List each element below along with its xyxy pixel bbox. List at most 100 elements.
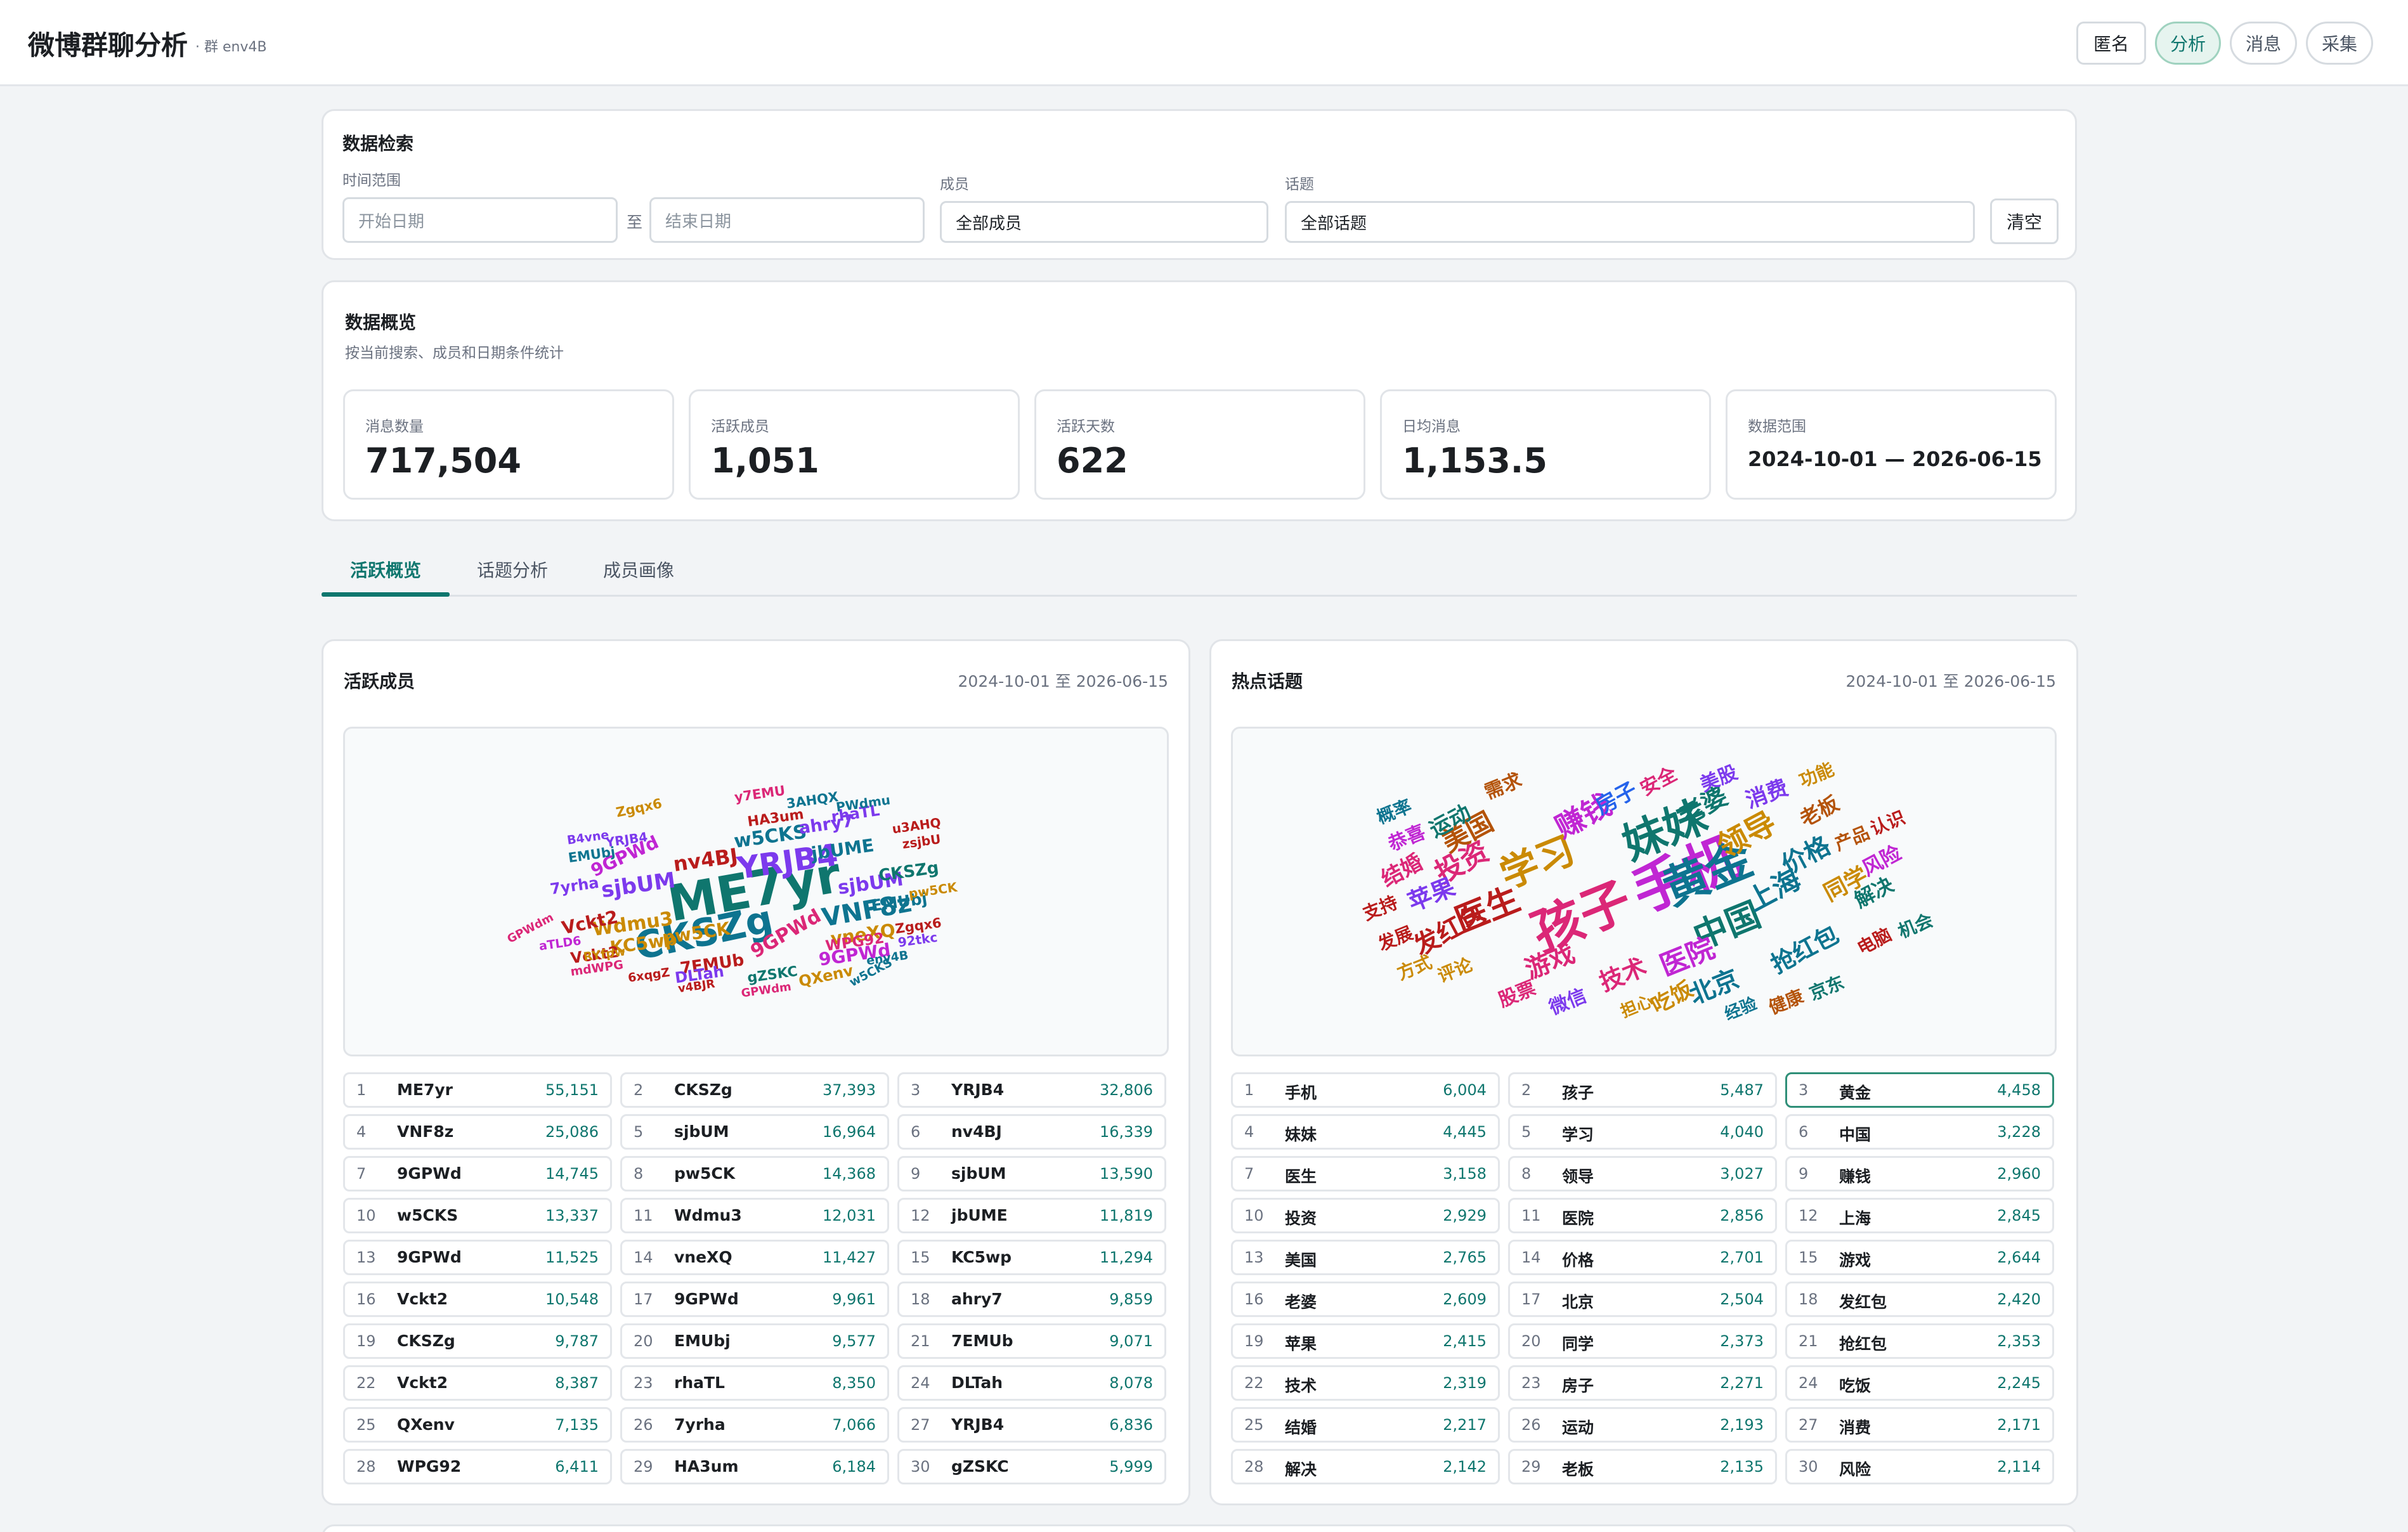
member-rank-item[interactable]: 1 ME7yr 55,151 — [343, 1072, 612, 1108]
member-rank-item[interactable]: 8 pw5CK 14,368 — [620, 1156, 889, 1191]
rank-count: 11,294 — [1100, 1249, 1153, 1266]
member-rank-item[interactable]: 5 sjbUM 16,964 — [620, 1114, 889, 1150]
member-rank-item[interactable]: 7 9GPWd 14,745 — [343, 1156, 612, 1191]
rank-number: 12 — [911, 1207, 930, 1224]
topic-rank-item[interactable]: 21 抢红包 2,353 — [1785, 1323, 2054, 1359]
cloud-word: 认识 — [1867, 807, 1908, 840]
cloud-word: 安全 — [1637, 763, 1681, 801]
topic-rank-item[interactable]: 30 风险 2,114 — [1785, 1449, 2054, 1484]
topic-select[interactable]: 全部话题 — [1285, 201, 1975, 243]
member-rank-item[interactable]: 10 w5CKS 13,337 — [343, 1198, 612, 1233]
topic-rank-item[interactable]: 17 北京 2,504 — [1508, 1282, 1777, 1317]
topic-rank-item[interactable]: 6 中国 3,228 — [1785, 1114, 2054, 1150]
member-rank-item[interactable]: 21 7EMUb 9,071 — [897, 1323, 1166, 1359]
member-rank-item[interactable]: 17 9GPWd 9,961 — [620, 1282, 889, 1317]
rank-number: 13 — [1244, 1249, 1264, 1266]
rank-name: 医院 — [1562, 1209, 1594, 1228]
rank-count: 2,701 — [1720, 1249, 1764, 1266]
topic-rank-item[interactable]: 29 老板 2,135 — [1508, 1449, 1777, 1484]
member-rank-item[interactable]: 28 WPG92 6,411 — [343, 1449, 612, 1484]
member-rank-item[interactable]: 13 9GPWd 11,525 — [343, 1240, 612, 1275]
members-date-range: 2024-10-01 至 2026-06-15 — [958, 672, 1168, 691]
member-rank-item[interactable]: 29 HA3um 6,184 — [620, 1449, 889, 1484]
member-rank-item[interactable]: 18 ahry7 9,859 — [897, 1282, 1166, 1317]
cloud-word: 评论 — [1435, 954, 1476, 987]
search-card: 数据检索 时间范围 开始日期 至 结束日期 成员 全部成员 话题 全部话题 清空 — [322, 109, 2077, 260]
member-rank-item[interactable]: 4 VNF8z 25,086 — [343, 1114, 612, 1150]
rank-count: 16,964 — [823, 1123, 876, 1141]
rank-number: 15 — [911, 1249, 930, 1266]
end-date-input[interactable]: 结束日期 — [649, 197, 925, 243]
rank-count: 9,787 — [555, 1332, 599, 1350]
rank-number: 24 — [911, 1374, 930, 1392]
member-rank-item[interactable]: 25 QXenv 7,135 — [343, 1407, 612, 1443]
start-date-input[interactable]: 开始日期 — [342, 197, 618, 243]
nav-anonymous-button[interactable]: 匿名 — [2076, 22, 2146, 65]
topic-rank-item[interactable]: 28 解决 2,142 — [1231, 1449, 1500, 1484]
topic-rank-item[interactable]: 5 学习 4,040 — [1508, 1114, 1777, 1150]
rank-count: 25,086 — [545, 1123, 599, 1141]
nav-messages-button[interactable]: 消息 — [2230, 22, 2297, 65]
nav-analysis-button[interactable]: 分析 — [2155, 22, 2221, 65]
topic-rank-item[interactable]: 16 老婆 2,609 — [1231, 1282, 1500, 1317]
topic-rank-item[interactable]: 15 游戏 2,644 — [1785, 1240, 2054, 1275]
topic-rank-item[interactable]: 23 房子 2,271 — [1508, 1365, 1777, 1401]
rank-number: 29 — [1521, 1458, 1541, 1476]
topic-rank-item[interactable]: 3 黄金 4,458 — [1785, 1072, 2054, 1108]
member-rank-item[interactable]: 16 Vckt2 10,548 — [343, 1282, 612, 1317]
member-rank-item[interactable]: 14 vneXQ 11,427 — [620, 1240, 889, 1275]
topic-rank-item[interactable]: 13 美国 2,765 — [1231, 1240, 1500, 1275]
topic-rank-item[interactable]: 22 技术 2,319 — [1231, 1365, 1500, 1401]
member-rank-item[interactable]: 24 DLTah 8,078 — [897, 1365, 1166, 1401]
member-rank-item[interactable]: 20 EMUbj 9,577 — [620, 1323, 889, 1359]
tab-member-profile[interactable]: 成员画像 — [603, 560, 675, 581]
rank-name: 9GPWd — [674, 1290, 739, 1308]
topic-rank-item[interactable]: 4 妹妹 4,445 — [1231, 1114, 1500, 1150]
topic-rank-item[interactable]: 27 消费 2,171 — [1785, 1407, 2054, 1443]
member-rank-item[interactable]: 3 YRJB4 32,806 — [897, 1072, 1166, 1108]
rank-name: 手机 — [1285, 1084, 1317, 1102]
member-rank-item[interactable]: 6 nv4BJ 16,339 — [897, 1114, 1166, 1150]
topic-rank-item[interactable]: 24 吃饭 2,245 — [1785, 1365, 2054, 1401]
member-rank-item[interactable]: 12 jbUME 11,819 — [897, 1198, 1166, 1233]
rank-number: 22 — [356, 1374, 376, 1392]
rank-name: gZSKC — [951, 1457, 1009, 1476]
topic-rank-item[interactable]: 10 投资 2,929 — [1231, 1198, 1500, 1233]
member-rank-item[interactable]: 22 Vckt2 8,387 — [343, 1365, 612, 1401]
rank-number: 10 — [356, 1207, 376, 1224]
topic-rank-item[interactable]: 8 领导 3,027 — [1508, 1156, 1777, 1191]
topic-rank-item[interactable]: 14 价格 2,701 — [1508, 1240, 1777, 1275]
topic-rank-item[interactable]: 20 同学 2,373 — [1508, 1323, 1777, 1359]
topic-rank-item[interactable]: 7 医生 3,158 — [1231, 1156, 1500, 1191]
member-rank-item[interactable]: 30 gZSKC 5,999 — [897, 1449, 1166, 1484]
rank-number: 4 — [356, 1123, 367, 1141]
topic-rank-item[interactable]: 25 结婚 2,217 — [1231, 1407, 1500, 1443]
member-rank-item[interactable]: 2 CKSZg 37,393 — [620, 1072, 889, 1108]
clear-button[interactable]: 清空 — [1990, 198, 2059, 244]
topic-rank-item[interactable]: 11 医院 2,856 — [1508, 1198, 1777, 1233]
member-rank-item[interactable]: 27 YRJB4 6,836 — [897, 1407, 1166, 1443]
stat-value: 2024-10-01 — 2026-06-15 — [1748, 447, 2042, 471]
nav-collect-button[interactable]: 采集 — [2306, 22, 2373, 65]
member-rank-item[interactable]: 15 KC5wp 11,294 — [897, 1240, 1166, 1275]
topic-rank-item[interactable]: 26 运动 2,193 — [1508, 1407, 1777, 1443]
stat-card-data-range: 数据范围 2024-10-01 — 2026-06-15 — [1726, 389, 2057, 500]
topic-rank-item[interactable]: 19 苹果 2,415 — [1231, 1323, 1500, 1359]
member-rank-item[interactable]: 9 sjbUM 13,590 — [897, 1156, 1166, 1191]
topic-rank-item[interactable]: 1 手机 6,004 — [1231, 1072, 1500, 1108]
rank-name: nv4BJ — [951, 1122, 1002, 1141]
rank-name: EMUbj — [674, 1332, 731, 1350]
member-rank-item[interactable]: 26 7yrha 7,066 — [620, 1407, 889, 1443]
member-rank-item[interactable]: 11 Wdmu3 12,031 — [620, 1198, 889, 1233]
tab-topic-analysis[interactable]: 话题分析 — [477, 560, 549, 581]
cloud-word: 担心 — [1618, 992, 1655, 1022]
member-select[interactable]: 全部成员 — [940, 201, 1268, 243]
member-rank-item[interactable]: 19 CKSZg 9,787 — [343, 1323, 612, 1359]
member-rank-item[interactable]: 23 rhaTL 8,350 — [620, 1365, 889, 1401]
topic-rank-item[interactable]: 12 上海 2,845 — [1785, 1198, 2054, 1233]
topic-rank-item[interactable]: 2 孩子 5,487 — [1508, 1072, 1777, 1108]
topic-rank-item[interactable]: 18 发红包 2,420 — [1785, 1282, 2054, 1317]
rank-name: sjbUM — [674, 1122, 729, 1141]
tab-activity-overview[interactable]: 活跃概览 — [350, 560, 422, 581]
topic-rank-item[interactable]: 9 赚钱 2,960 — [1785, 1156, 2054, 1191]
